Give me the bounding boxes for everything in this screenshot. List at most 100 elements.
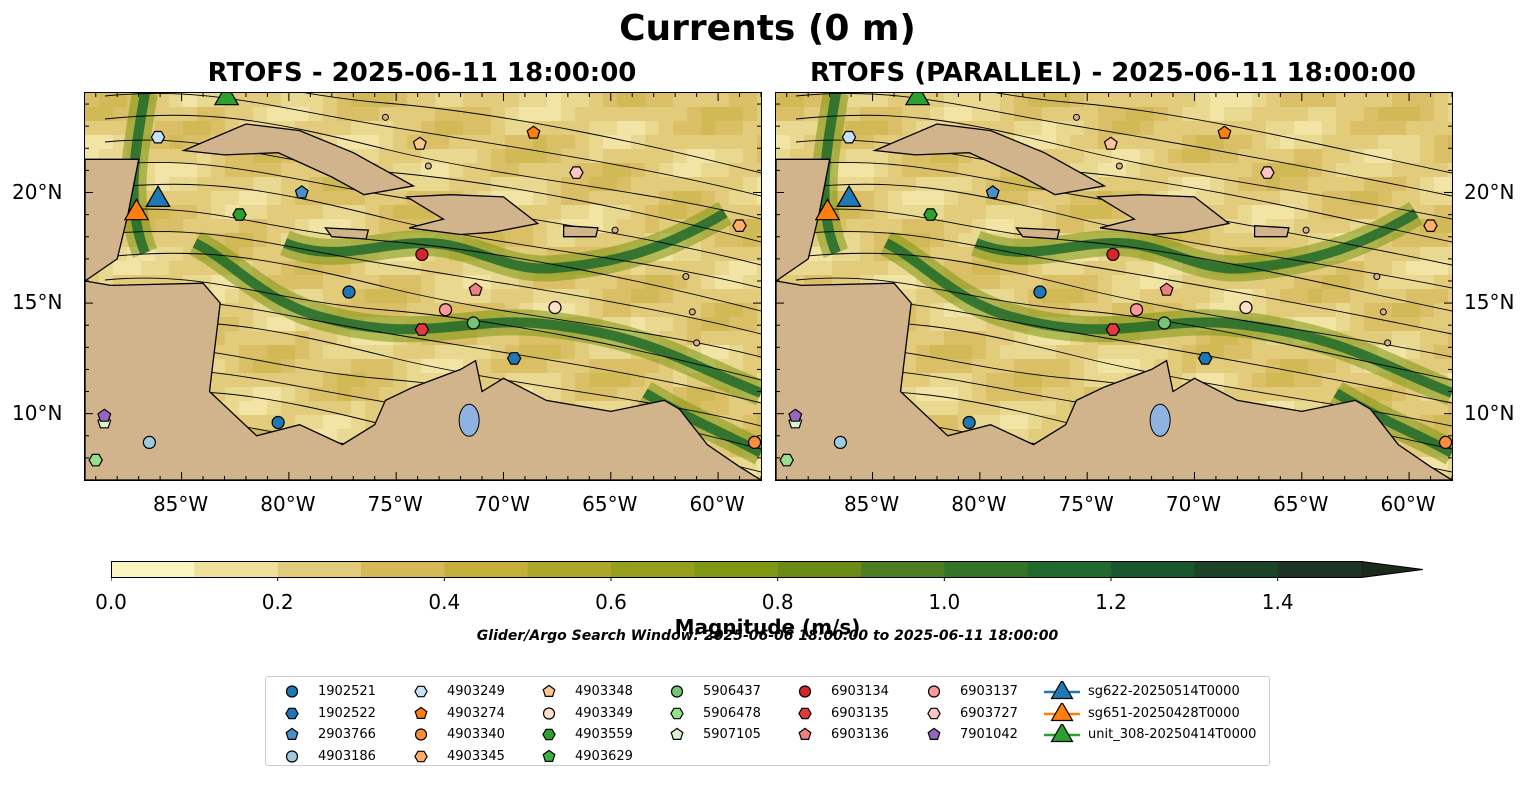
float-4903274[interactable] xyxy=(526,125,541,139)
colorbar-tick-label: 1.0 xyxy=(928,590,961,614)
legend-marker-5906478[interactable] xyxy=(670,707,684,719)
x-tick-label: 80°W xyxy=(951,492,1007,516)
float-4903186[interactable] xyxy=(833,435,847,450)
float-6903137[interactable] xyxy=(1129,303,1144,317)
float-4903559[interactable] xyxy=(232,208,247,221)
float-6903137[interactable] xyxy=(438,303,453,317)
float-4903559[interactable] xyxy=(923,208,938,221)
panel-title-rtofs-parallel: RTOFS (PARALLEL) - 2025-06-11 18:00:00 xyxy=(810,58,1416,88)
float-2903766[interactable] xyxy=(294,185,309,199)
float-4903340[interactable] xyxy=(1438,435,1452,450)
float-4903349[interactable] xyxy=(548,300,562,315)
legend-marker-4903629[interactable] xyxy=(542,749,556,762)
float-6903136[interactable] xyxy=(1159,282,1174,296)
float-1902522[interactable] xyxy=(1197,352,1213,365)
frame-ticks xyxy=(85,93,761,480)
colorbar-tick-label: 0.0 xyxy=(95,590,127,614)
float-6903135[interactable] xyxy=(414,323,430,336)
float-5906478[interactable] xyxy=(779,453,794,467)
legend-marker-4903559[interactable] xyxy=(542,728,556,741)
x-tick-label: 85°W xyxy=(843,492,900,516)
float-1902521[interactable] xyxy=(342,285,356,299)
float-6903727[interactable] xyxy=(1260,166,1275,179)
legend-marker-2903766[interactable] xyxy=(285,727,299,740)
glider-sg651-20250428T0000[interactable] xyxy=(814,198,841,221)
legend-label: 7901042 xyxy=(960,727,1018,742)
float-1902521[interactable] xyxy=(271,415,285,430)
colorbar-bin xyxy=(1277,561,1362,578)
float-4903348[interactable] xyxy=(1103,136,1118,150)
legend-label: 4903186 xyxy=(318,748,376,764)
legend-marker-6903727[interactable] xyxy=(927,707,941,719)
float-4903274[interactable] xyxy=(1217,125,1232,139)
legend-item: 6903136 xyxy=(785,724,889,745)
float-4903349[interactable] xyxy=(1239,300,1253,315)
legend-item: 4903274 xyxy=(401,703,505,724)
legend-marker-7901042[interactable] xyxy=(927,727,941,740)
legend-marker-1902521[interactable] xyxy=(285,685,299,698)
legend-marker-4903349[interactable] xyxy=(542,706,556,720)
legend-marker-unit_308-20250414T0000[interactable] xyxy=(1050,724,1074,743)
glider-unit_308-20250414T0000[interactable] xyxy=(213,93,240,106)
float-1902521[interactable] xyxy=(962,415,976,430)
legend-marker-4903348[interactable] xyxy=(542,684,556,697)
legend-label: 6903134 xyxy=(831,684,889,699)
legend-marker-6903135[interactable] xyxy=(798,707,812,719)
y-tick-label-left: 10°N xyxy=(12,400,63,425)
float-4903249[interactable] xyxy=(150,130,166,144)
legend-marker-sg651-20250428T0000[interactable] xyxy=(1050,702,1074,721)
legend-marker-4903345[interactable] xyxy=(414,750,428,762)
float-4903345[interactable] xyxy=(732,219,747,232)
legend-marker-4903274[interactable] xyxy=(414,706,428,719)
float-5906437[interactable] xyxy=(466,316,481,330)
float-5906478[interactable] xyxy=(88,453,103,467)
float-6903727[interactable] xyxy=(569,166,584,179)
lake-maracaibo xyxy=(458,403,480,437)
gliders xyxy=(814,93,931,221)
argo-floats xyxy=(88,125,761,467)
float-6903135[interactable] xyxy=(1105,323,1121,336)
float-7901042[interactable] xyxy=(97,408,112,422)
legend-marker-6903137[interactable] xyxy=(927,685,941,698)
float-2903766[interactable] xyxy=(985,185,1000,199)
legend-marker-6903136[interactable] xyxy=(798,727,812,740)
map-panel-rtofs[interactable] xyxy=(84,92,762,481)
float-1902521[interactable] xyxy=(1033,285,1047,299)
legend-label: 4903629 xyxy=(575,748,633,764)
float-7901042[interactable] xyxy=(788,408,803,422)
legend-marker-4903249[interactable] xyxy=(414,685,428,698)
float-1902522[interactable] xyxy=(506,352,522,365)
float-5906437[interactable] xyxy=(1157,316,1172,330)
float-4903348[interactable] xyxy=(412,136,427,150)
float-4903249[interactable] xyxy=(841,130,857,144)
colorbar-bin xyxy=(277,561,362,578)
legend-marker-4903186[interactable] xyxy=(285,749,299,763)
legend-item: 6903137 xyxy=(914,681,1018,702)
legend-marker-5907105[interactable] xyxy=(670,727,684,740)
legend-item: 4903186 xyxy=(272,746,376,767)
glider-sg651-20250428T0000[interactable] xyxy=(123,198,150,221)
float-4903186[interactable] xyxy=(142,435,156,450)
search-window-text: Glider/Argo Search Window: 2025-06-06 18… xyxy=(476,628,1059,644)
float-6903134[interactable] xyxy=(1106,247,1120,262)
legend-marker-sg622-20250514T0000[interactable] xyxy=(1050,681,1074,700)
current-jets xyxy=(811,93,1452,465)
float-4903345[interactable] xyxy=(1423,219,1438,232)
glider-unit_308-20250414T0000[interactable] xyxy=(904,93,931,106)
legend-label: 4903349 xyxy=(575,705,633,721)
legend-marker-5906437[interactable] xyxy=(670,685,684,698)
legend-marker-6903134[interactable] xyxy=(798,685,812,698)
legend-marker-1902522[interactable] xyxy=(285,707,299,719)
float-6903136[interactable] xyxy=(468,282,483,296)
glider-sg622-20250514T0000[interactable] xyxy=(836,184,862,208)
float-6903134[interactable] xyxy=(415,247,429,262)
x-tick-label: 75°W xyxy=(367,492,423,516)
float-4903340[interactable] xyxy=(747,435,761,450)
colorbar-tick-label: 1.2 xyxy=(1095,590,1127,614)
glider-sg622-20250514T0000[interactable] xyxy=(145,184,171,208)
map-panel-rtofs-parallel[interactable] xyxy=(775,92,1453,481)
legend-marker-4903340[interactable] xyxy=(414,728,428,741)
legend-label: sg622-20250514T0000 xyxy=(1088,684,1240,699)
legend-item: 2903766 xyxy=(272,724,376,745)
legend-label: 1902522 xyxy=(318,705,376,721)
